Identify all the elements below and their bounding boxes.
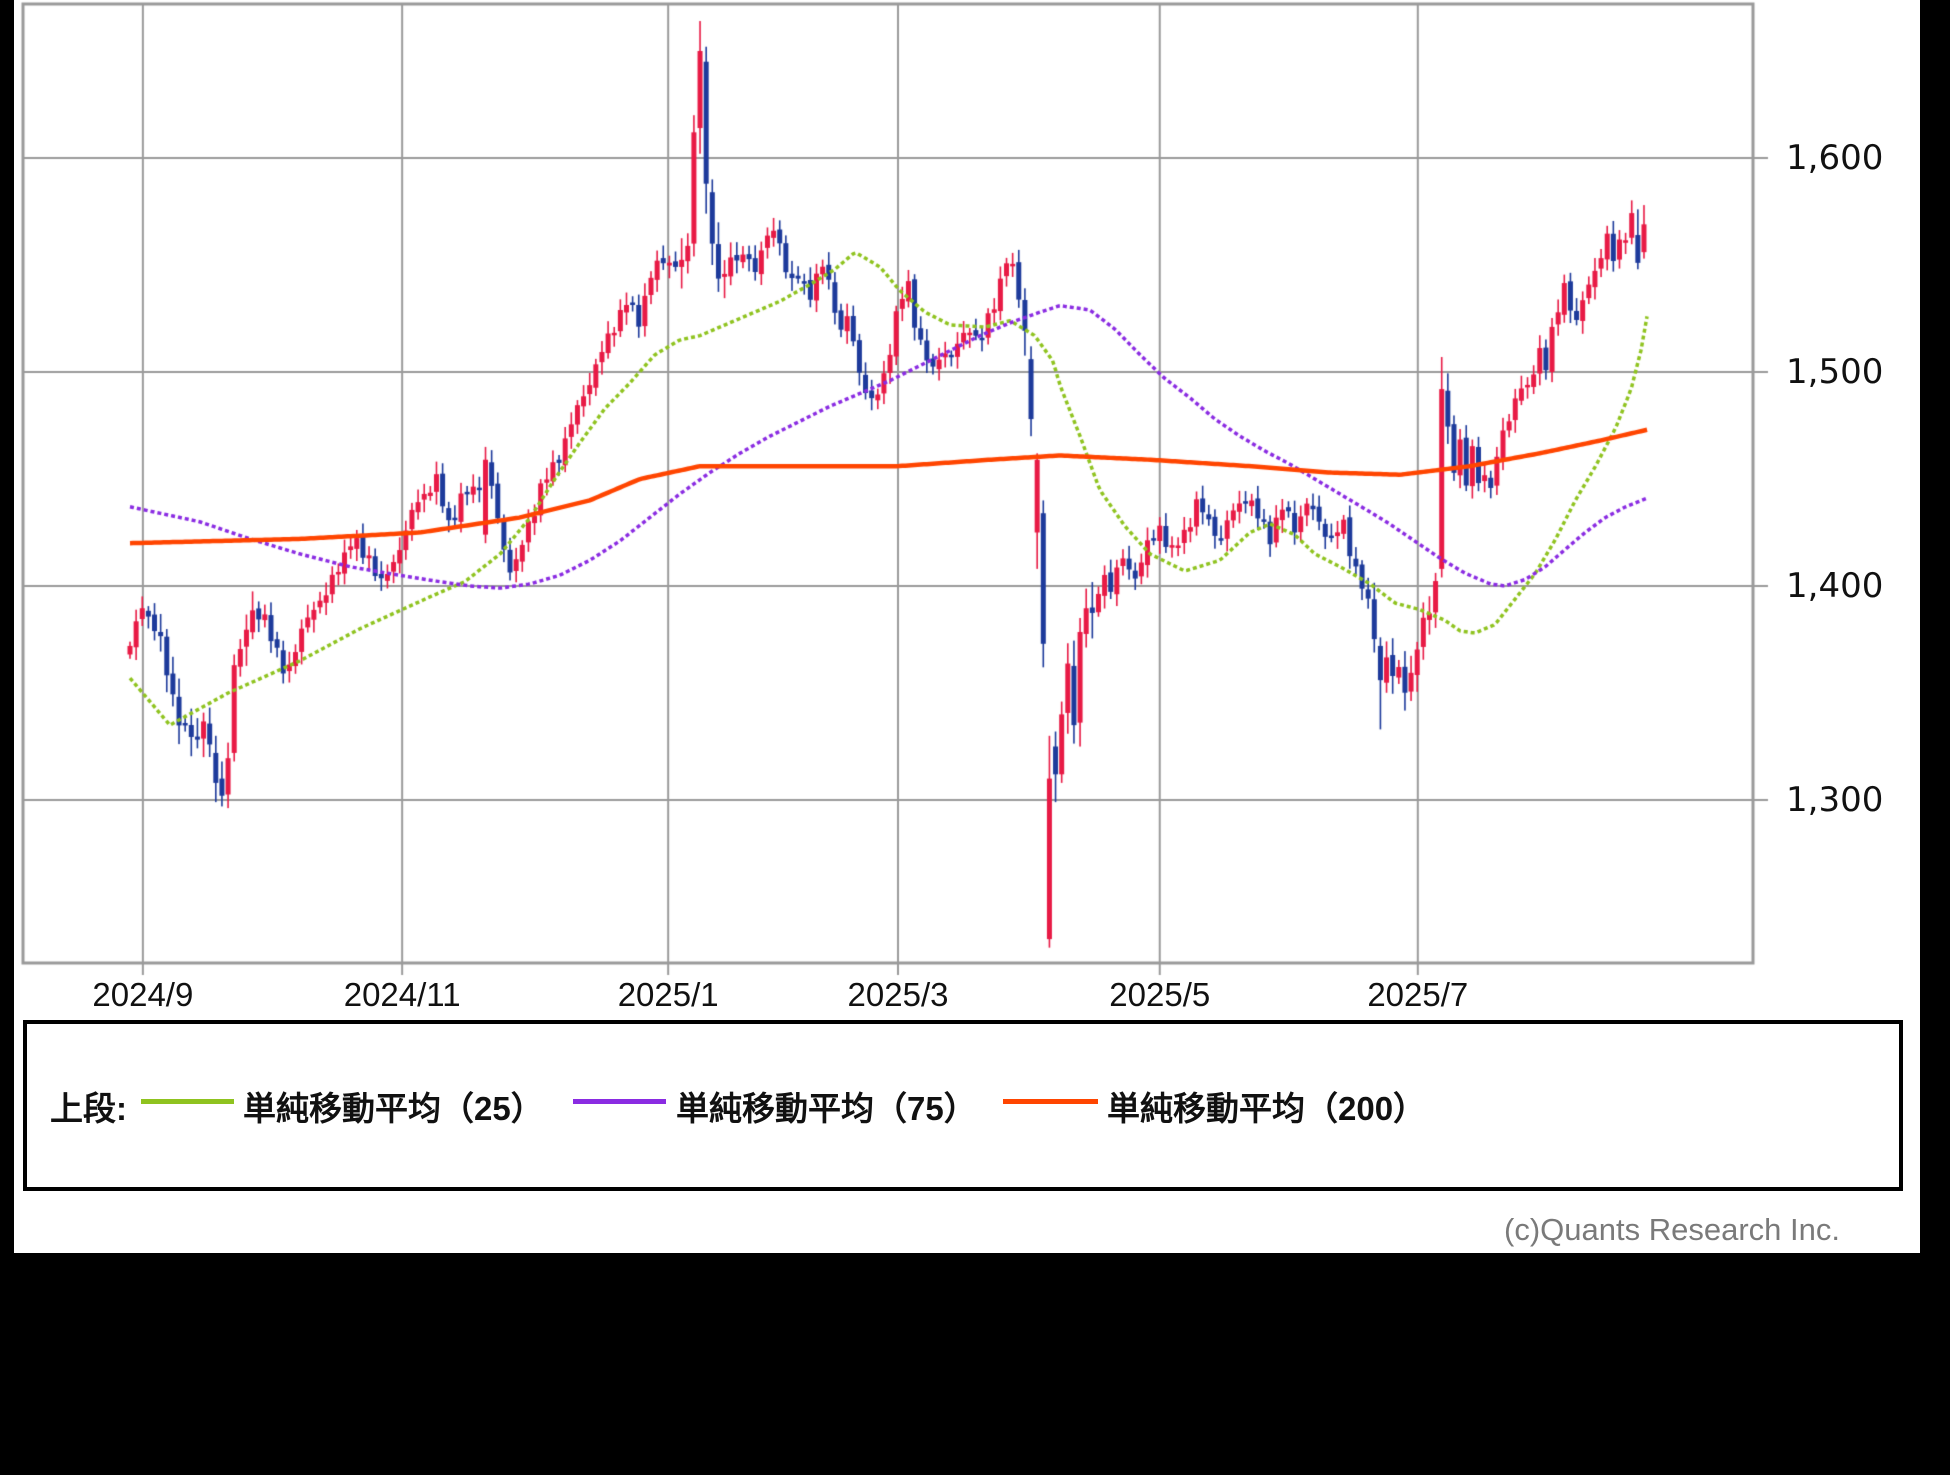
legend-label-sma75: 単純移動平均（75） xyxy=(676,1090,977,1127)
x-axis-label-2024-9: 2024/9 xyxy=(92,976,194,1013)
x-axis-label-2025-1: 2025/1 xyxy=(617,976,719,1013)
y-axis-label-1400: 1,400 xyxy=(1786,566,1884,606)
copyright-text: (c)Quants Research Inc. xyxy=(1504,1212,1840,1247)
legend-label-sma25: 単純移動平均（25） xyxy=(243,1090,544,1127)
y-axis-label-1600: 1,600 xyxy=(1786,138,1884,178)
legend-line-sma75-icon xyxy=(573,1099,666,1104)
x-axis-label-2024-11: 2024/11 xyxy=(343,976,461,1013)
x-axis-label-2025-7: 2025/7 xyxy=(1367,976,1469,1013)
legend-prefix: 上段: xyxy=(50,1090,127,1127)
y-axis-label-1300: 1,300 xyxy=(1786,780,1884,820)
legend-line-sma25-icon xyxy=(141,1099,234,1104)
x-axis-label-2025-5: 2025/5 xyxy=(1109,976,1211,1013)
x-axis-label-2025-3: 2025/3 xyxy=(847,976,949,1013)
legend-label-sma200: 単純移動平均（200） xyxy=(1107,1090,1427,1127)
y-axis-label-1500: 1,500 xyxy=(1786,352,1884,392)
legend-line-sma200-icon xyxy=(1003,1099,1098,1104)
legend-box xyxy=(23,1020,1903,1191)
